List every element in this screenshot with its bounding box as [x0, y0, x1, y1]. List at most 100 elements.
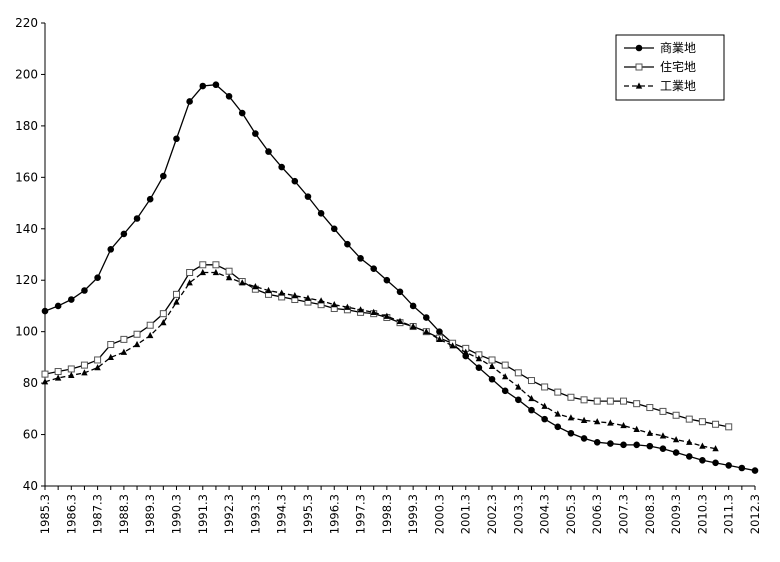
- data-point: [81, 287, 88, 294]
- data-point: [107, 246, 115, 253]
- data-point: [225, 274, 233, 281]
- data-point: [186, 279, 193, 286]
- data-point: [672, 411, 680, 419]
- series-line: [44, 84, 756, 472]
- data-point: [225, 93, 233, 100]
- data-point: [685, 453, 693, 460]
- data-point: [712, 445, 719, 452]
- x-tick-label: 1996.3: [327, 494, 341, 534]
- data-point: [607, 440, 614, 447]
- legend-marker: [635, 82, 643, 89]
- data-point: [422, 314, 430, 321]
- x-tick-label: 2002.3: [485, 494, 499, 534]
- data-point: [699, 456, 706, 464]
- data-point: [580, 396, 588, 404]
- data-point: [212, 268, 220, 276]
- legend-label: 工業地: [660, 79, 696, 93]
- data-point: [160, 319, 167, 326]
- data-point: [80, 361, 88, 369]
- data-point: [488, 356, 496, 364]
- data-point: [146, 321, 154, 329]
- data-point: [317, 210, 325, 217]
- y-tick-label: 60: [23, 428, 38, 442]
- data-point: [449, 342, 456, 349]
- x-tick-label: 1992.3: [222, 494, 236, 534]
- data-point: [567, 429, 575, 437]
- x-tick-label: 1986.3: [64, 494, 78, 534]
- data-point: [383, 312, 391, 319]
- series-line: [44, 271, 716, 450]
- x-tick-label: 1999.3: [406, 494, 420, 534]
- data-point: [67, 296, 75, 303]
- data-point: [160, 172, 167, 180]
- x-tick-label: 2011.3: [722, 494, 736, 534]
- data-point: [94, 364, 101, 371]
- x-tick-label: 1987.3: [91, 494, 105, 534]
- x-tick-label: 1991.3: [196, 494, 210, 534]
- data-point: [501, 361, 509, 369]
- data-point: [541, 415, 548, 423]
- series-1: [41, 81, 759, 474]
- data-point: [751, 467, 759, 474]
- data-point: [488, 375, 496, 383]
- data-point: [633, 441, 640, 449]
- data-point: [725, 423, 733, 431]
- data-point: [514, 369, 522, 377]
- series-2: [41, 261, 733, 431]
- data-point: [107, 341, 115, 349]
- data-point: [620, 421, 627, 429]
- data-point: [81, 369, 88, 376]
- data-point: [541, 402, 548, 409]
- data-point: [528, 406, 535, 414]
- data-point: [357, 306, 364, 313]
- data-point: [436, 335, 443, 342]
- data-point: [265, 148, 272, 155]
- data-point: [409, 322, 417, 330]
- x-tick-label: 2010.3: [695, 494, 709, 534]
- data-point: [580, 416, 588, 424]
- data-point: [54, 302, 62, 310]
- data-point: [172, 290, 180, 298]
- data-point: [541, 383, 549, 391]
- data-point: [501, 373, 509, 380]
- data-point: [252, 130, 259, 137]
- y-tick-label: 40: [23, 479, 38, 493]
- data-point: [212, 261, 220, 269]
- y-tick-label: 160: [15, 170, 38, 184]
- data-point: [173, 135, 180, 143]
- data-point: [238, 109, 246, 117]
- legend-item: 住宅地: [624, 59, 696, 74]
- data-point: [685, 415, 693, 423]
- data-point: [159, 310, 167, 318]
- data-point: [120, 335, 128, 343]
- data-point: [173, 298, 180, 305]
- data-point: [528, 394, 535, 402]
- x-tick-label: 1998.3: [380, 494, 394, 534]
- data-point: [475, 364, 483, 371]
- data-point: [554, 423, 562, 431]
- data-point: [423, 328, 430, 335]
- data-point: [239, 279, 246, 286]
- legend-label: 住宅地: [660, 59, 696, 74]
- x-tick-label: 2004.3: [538, 494, 552, 534]
- legend-marker: [635, 63, 643, 71]
- data-point: [146, 195, 154, 203]
- data-point: [488, 362, 496, 369]
- data-point: [146, 331, 154, 339]
- axes: 40 60 80 100 120 140 160 180 200 220 1985.3 1986.3 1…: [15, 16, 762, 534]
- data-point: [199, 82, 207, 90]
- data-point: [252, 283, 259, 290]
- data-point: [698, 418, 706, 426]
- data-point: [672, 449, 680, 456]
- legend-marker: [635, 44, 643, 52]
- data-point: [567, 414, 575, 421]
- x-tick-label: 2001.3: [459, 494, 473, 534]
- data-point: [620, 397, 628, 405]
- x-tick-label: 2006.3: [590, 494, 604, 534]
- x-tick-label: 2003.3: [511, 494, 525, 534]
- data-point: [317, 297, 325, 304]
- y-tick-label: 180: [15, 119, 38, 133]
- data-point: [659, 432, 667, 439]
